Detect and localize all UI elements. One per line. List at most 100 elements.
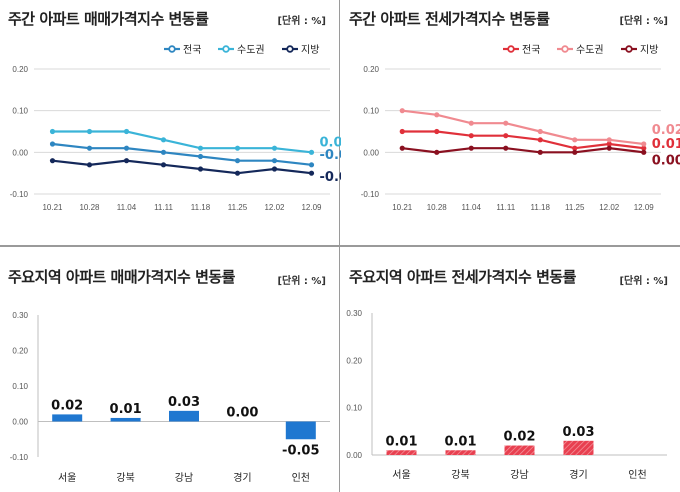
series-line-0 — [402, 130, 644, 150]
data-point — [434, 112, 440, 118]
category-label: 강남 — [510, 469, 528, 481]
bar — [52, 414, 83, 422]
data-point — [197, 166, 204, 172]
x-tick-label: 12.09 — [634, 203, 655, 212]
legend-label: 전국 — [183, 44, 201, 56]
data-point — [160, 149, 167, 155]
x-tick-label: 12.02 — [264, 203, 285, 212]
data-point — [160, 137, 167, 143]
legend-swatch-marker — [168, 45, 176, 53]
x-tick-label: 11.11 — [496, 203, 515, 212]
legend-swatch-marker — [507, 45, 515, 53]
legend-swatch-marker — [286, 45, 294, 53]
data-point — [434, 128, 440, 135]
x-tick-label: 11.04 — [462, 203, 482, 212]
data-point — [641, 141, 647, 147]
series-line-2 — [52, 159, 312, 175]
data-point — [86, 145, 93, 151]
data-point — [308, 162, 315, 168]
data-point — [123, 145, 130, 151]
bar — [445, 450, 476, 455]
bar-value-label: 0.01 — [110, 402, 142, 417]
data-point — [49, 128, 56, 135]
x-tick-label: 11.18 — [191, 203, 211, 212]
horizontal-divider — [0, 245, 680, 247]
bar — [169, 410, 199, 422]
y-tick-label: 0.20 — [363, 65, 379, 74]
data-point — [399, 128, 405, 135]
y-tick-label: -0.10 — [361, 190, 380, 199]
data-point — [641, 145, 647, 151]
legend-label: 지방 — [640, 44, 658, 56]
data-point — [234, 145, 241, 151]
category-label: 경기 — [233, 471, 251, 484]
chart-title: 주요지역 아파트 전세가격지수 변동률 — [349, 268, 576, 286]
data-point — [503, 120, 509, 126]
legend-label: 전국 — [522, 44, 540, 56]
category-label: 강남 — [175, 472, 193, 484]
y-tick-label: 0.10 — [346, 404, 362, 413]
y-tick-label: 0.30 — [12, 311, 28, 320]
series-line-1 — [52, 130, 312, 154]
data-point — [503, 145, 509, 151]
series-line-0 — [52, 142, 312, 166]
bar — [563, 440, 594, 455]
unit-label: [단위 : %] — [277, 276, 326, 287]
bar-value-label: 0.03 — [168, 395, 200, 410]
data-point — [86, 128, 93, 135]
y-tick-label: 0.00 — [12, 148, 28, 157]
line-chart-jeonse-weekly: 0.20 0.10 0.00 -0.10 10.21 10.28 11.04 11.11 11.… — [361, 44, 680, 212]
data-point — [160, 162, 167, 168]
chart-title: 주요지역 아파트 매매가격지수 변동률 — [8, 268, 235, 286]
y-tick-label: 0.20 — [12, 347, 28, 356]
bar-value-label: 0.01 — [385, 434, 417, 449]
chart-title: 주간 아파트 매매가격지수 변동률 — [8, 10, 209, 28]
bar — [386, 450, 417, 455]
data-point — [572, 137, 578, 143]
unit-label: [단위 : %] — [277, 16, 326, 27]
x-tick-label: 12.09 — [301, 203, 322, 212]
category-label: 인천 — [292, 472, 310, 484]
data-point — [468, 145, 474, 151]
data-point — [537, 149, 543, 155]
legend-label: 수도권 — [237, 44, 265, 56]
jeonse-price-weekly-chart-panel: 주간 아파트 전세가격지수 변동률 [단위 : %] 0.20 0.10 0.00 -… — [341, 0, 680, 244]
data-point — [399, 108, 405, 114]
sale-price-region-chart-panel: 주요지역 아파트 매매가격지수 변동률 [단위 : %] 0.30 0.20 0.1… — [0, 248, 338, 492]
data-point — [606, 145, 612, 151]
bar-value-label: 0.02 — [503, 430, 535, 445]
x-tick-label: 12.02 — [599, 203, 620, 212]
data-point — [86, 162, 93, 168]
x-tick-label: 11.11 — [154, 203, 173, 212]
data-point — [308, 170, 315, 176]
bar-value-label: 0.02 — [51, 398, 83, 413]
legend-swatch-marker — [222, 45, 230, 53]
data-point — [271, 145, 278, 151]
data-point — [606, 141, 612, 147]
data-point — [271, 158, 278, 164]
category-label: 서울 — [58, 472, 76, 484]
y-tick-label: 0.20 — [12, 65, 28, 74]
sale-price-weekly-chart-panel: 주간 아파트 매매가격지수 변동률 [단위 : %] 0.20 0.10 0.00 -… — [0, 0, 357, 244]
legend-label: 수도권 — [576, 44, 604, 56]
data-point — [572, 145, 578, 151]
y-tick-label: 0.00 — [12, 418, 28, 427]
data-point — [271, 166, 278, 172]
data-point — [572, 149, 578, 155]
y-tick-label: 0.30 — [346, 309, 362, 318]
y-tick-label: 0.10 — [363, 107, 379, 116]
legend-label: 지방 — [301, 44, 319, 56]
unit-label: [단위 : %] — [619, 16, 668, 27]
category-label: 강북 — [451, 469, 469, 481]
data-point — [641, 149, 647, 155]
y-tick-label: -0.10 — [10, 190, 29, 199]
x-tick-label: 10.21 — [392, 203, 413, 212]
y-tick-label: 0.10 — [12, 107, 28, 116]
bar — [504, 445, 535, 455]
data-point — [49, 141, 56, 147]
data-point — [123, 128, 130, 135]
bar-value-label: 0.01 — [444, 434, 476, 449]
bar-chart-jeonse-region: 0.30 0.20 0.10 0.00 0.01 서울 0.01 강북 0.02 강남 0.03 경기… — [346, 309, 667, 481]
line-chart-sale-weekly: 0.20 0.10 0.00 -0.10 10.21 10.28 11.04 11.11 11.… — [10, 44, 357, 212]
y-tick-label: -0.10 — [10, 453, 29, 462]
